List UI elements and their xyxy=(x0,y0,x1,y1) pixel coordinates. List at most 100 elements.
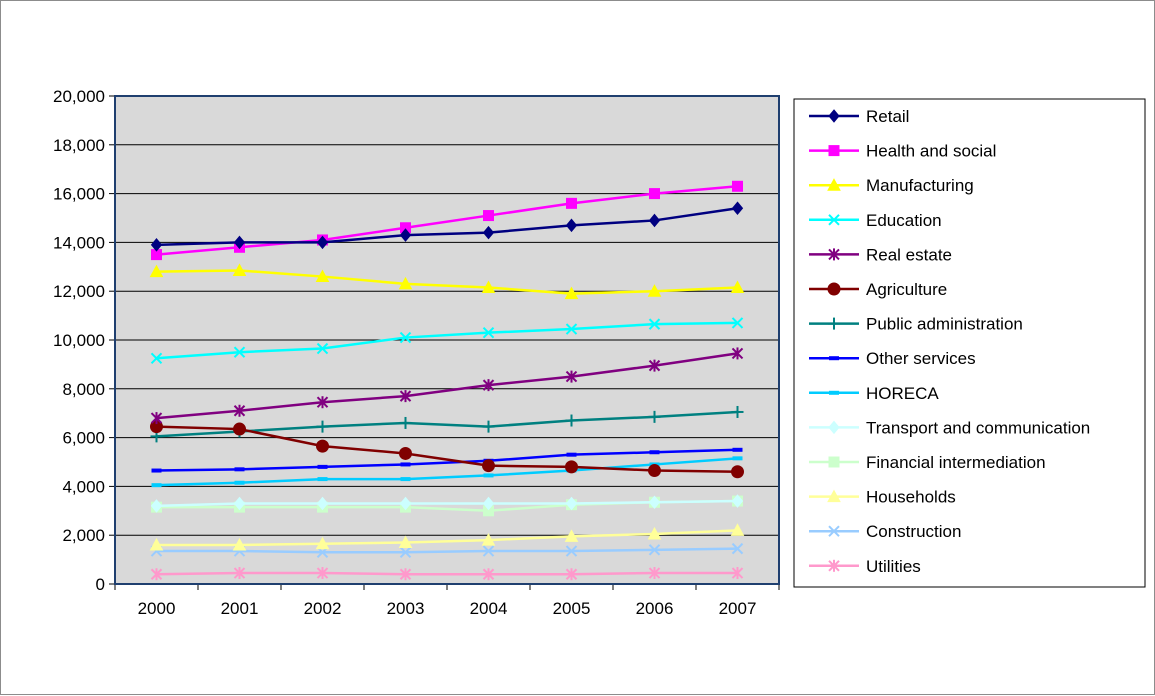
legend-item: Manufacturing xyxy=(809,176,974,195)
data-point xyxy=(315,269,330,283)
legend-item: Education xyxy=(809,211,942,230)
data-point xyxy=(399,496,412,511)
y-tick-label: 12,000 xyxy=(53,282,105,301)
series-line xyxy=(156,547,738,554)
series-line xyxy=(156,185,738,256)
data-point xyxy=(565,460,578,474)
x-tick-label: 2006 xyxy=(636,599,674,618)
legend-item: Other services xyxy=(809,349,976,368)
data-point xyxy=(730,523,745,536)
marker-stroke xyxy=(828,214,840,226)
data-point xyxy=(483,210,494,222)
data-point xyxy=(731,542,744,555)
legend-label: Other services xyxy=(866,349,976,368)
data-point xyxy=(649,188,660,200)
legend-label: Retail xyxy=(866,107,909,126)
y-tick-label: 4,000 xyxy=(62,477,105,496)
y-tick-label: 18,000 xyxy=(53,136,105,155)
marker-stroke xyxy=(316,342,329,355)
legend-label: HORECA xyxy=(866,384,939,403)
series-line xyxy=(156,207,738,247)
data-point xyxy=(566,197,577,209)
data-point xyxy=(647,526,662,540)
data-point xyxy=(233,567,246,580)
legend-swatch-marker xyxy=(828,145,840,157)
legend: Retail Health and social Manufacturing Educ… xyxy=(793,98,1146,588)
data-point xyxy=(648,495,661,510)
data-point xyxy=(482,459,495,473)
legend-label: Agriculture xyxy=(866,280,947,299)
legend-swatch-marker xyxy=(828,317,840,330)
series-line xyxy=(156,269,738,295)
marker-stroke xyxy=(150,352,163,365)
marker-stroke xyxy=(399,546,412,558)
series-utilities xyxy=(150,567,744,581)
legend-label: Public administration xyxy=(866,315,1023,334)
series-line xyxy=(156,448,738,472)
data-point xyxy=(732,180,743,192)
y-tick-label: 8,000 xyxy=(62,380,105,399)
data-point xyxy=(731,201,744,216)
data-point xyxy=(316,439,329,453)
data-point xyxy=(482,545,495,557)
plot-border xyxy=(114,95,780,585)
series-line xyxy=(156,321,738,360)
marker-stroke xyxy=(565,323,578,335)
data-point xyxy=(565,496,578,511)
legend-box xyxy=(793,98,1146,588)
data-point xyxy=(316,420,329,433)
data-point xyxy=(565,568,578,581)
data-point xyxy=(399,228,412,242)
series-households xyxy=(149,523,745,551)
data-point xyxy=(730,280,745,294)
x-tick-label: 2003 xyxy=(387,599,425,618)
data-point xyxy=(648,567,661,580)
data-point xyxy=(731,465,744,479)
legend-swatch-marker xyxy=(828,109,840,123)
data-point xyxy=(565,323,578,335)
data-point xyxy=(482,496,495,511)
data-point xyxy=(648,464,661,478)
marker-stroke xyxy=(648,318,661,330)
legend-label: Utilities xyxy=(866,557,921,576)
data-point xyxy=(233,422,246,436)
x-tick-label: 2004 xyxy=(470,599,508,618)
data-point xyxy=(564,529,579,542)
data-point xyxy=(316,496,329,511)
marker-stroke xyxy=(233,346,246,358)
data-point xyxy=(731,317,744,329)
legend-label: Households xyxy=(866,488,956,507)
y-tick-label: 14,000 xyxy=(53,233,105,252)
series-real-estate xyxy=(150,347,744,425)
data-point xyxy=(482,420,495,433)
legend-swatch-marker xyxy=(828,559,840,572)
marker-stroke xyxy=(828,525,840,537)
y-tick-label: 2,000 xyxy=(62,526,105,545)
data-point xyxy=(481,280,496,294)
data-point xyxy=(399,390,412,403)
legend-item: Transport and communication xyxy=(809,418,1090,437)
data-point xyxy=(398,535,413,549)
data-point xyxy=(149,264,164,278)
data-point xyxy=(233,404,246,417)
marker-stroke xyxy=(482,545,495,557)
legend-item: Health and social xyxy=(809,142,996,161)
data-point xyxy=(150,568,163,581)
legend-item: Agriculture xyxy=(809,280,947,299)
legend-swatch-marker xyxy=(827,489,841,503)
legend-item: Utilities xyxy=(809,557,921,576)
legend-label: Real estate xyxy=(866,245,952,264)
series-line xyxy=(156,499,738,508)
series-retail xyxy=(150,201,744,252)
data-point xyxy=(233,346,246,358)
legend-swatch-marker xyxy=(828,214,840,226)
marker-stroke xyxy=(399,331,412,344)
data-point xyxy=(315,536,330,550)
series-line xyxy=(156,352,738,420)
x-tick-label: 2001 xyxy=(221,599,259,618)
legend-label: Education xyxy=(866,211,942,230)
legend-swatch-marker xyxy=(828,248,840,261)
data-point xyxy=(648,410,661,423)
